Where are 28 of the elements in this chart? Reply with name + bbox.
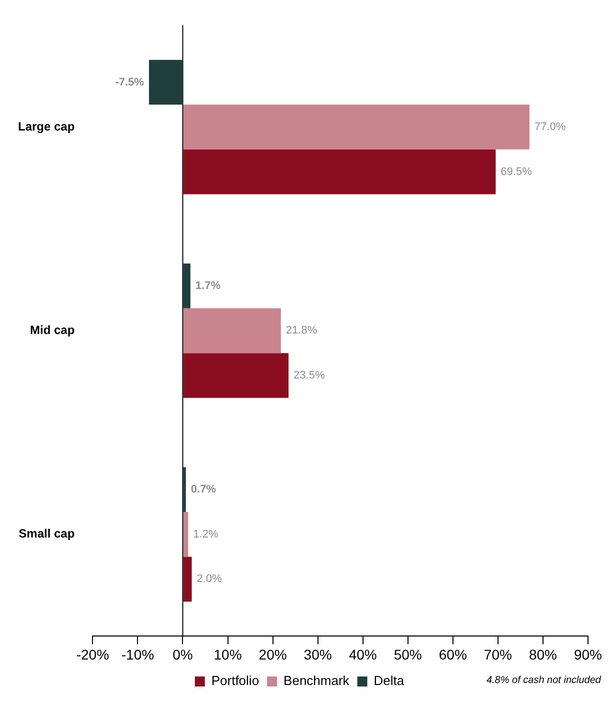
- x-tick-label: 80%: [528, 646, 557, 662]
- y-tick-label: Mid cap: [30, 323, 75, 338]
- x-tick-label: 10%: [214, 646, 242, 662]
- data-label: -7.5%: [115, 76, 144, 88]
- legend-label: Benchmark: [284, 673, 350, 688]
- y-tick-label: Large cap: [18, 119, 75, 134]
- x-tick-label: 30%: [304, 646, 332, 662]
- data-label: 69.5%: [500, 166, 532, 178]
- x-tick-label: 60%: [438, 646, 467, 662]
- x-tick-label: 40%: [348, 646, 377, 662]
- x-tick-label: 0%: [172, 646, 193, 662]
- data-label: 77.0%: [534, 121, 566, 134]
- x-tick-label: 50%: [394, 646, 422, 662]
- data-label: 1.7%: [195, 280, 221, 292]
- data-label: 1.2%: [193, 528, 218, 540]
- data-label: 21.8%: [286, 324, 318, 337]
- data-label: 2.0%: [196, 573, 222, 586]
- x-tick-label: 20%: [258, 646, 287, 662]
- data-label: 0.7%: [190, 484, 216, 496]
- x-tick-label: -20%: [76, 646, 110, 662]
- y-tick-label: Small cap: [18, 526, 75, 541]
- legend-label: Delta: [374, 673, 405, 688]
- legend-label: Portfolio: [211, 673, 260, 688]
- x-tick-label: 90%: [574, 646, 602, 662]
- x-tick-label: -10%: [121, 646, 154, 662]
- text: 4.8% of cash not included: [486, 675, 601, 686]
- x-tick-label: 70%: [484, 646, 512, 662]
- data-label: 23.5%: [294, 370, 325, 382]
